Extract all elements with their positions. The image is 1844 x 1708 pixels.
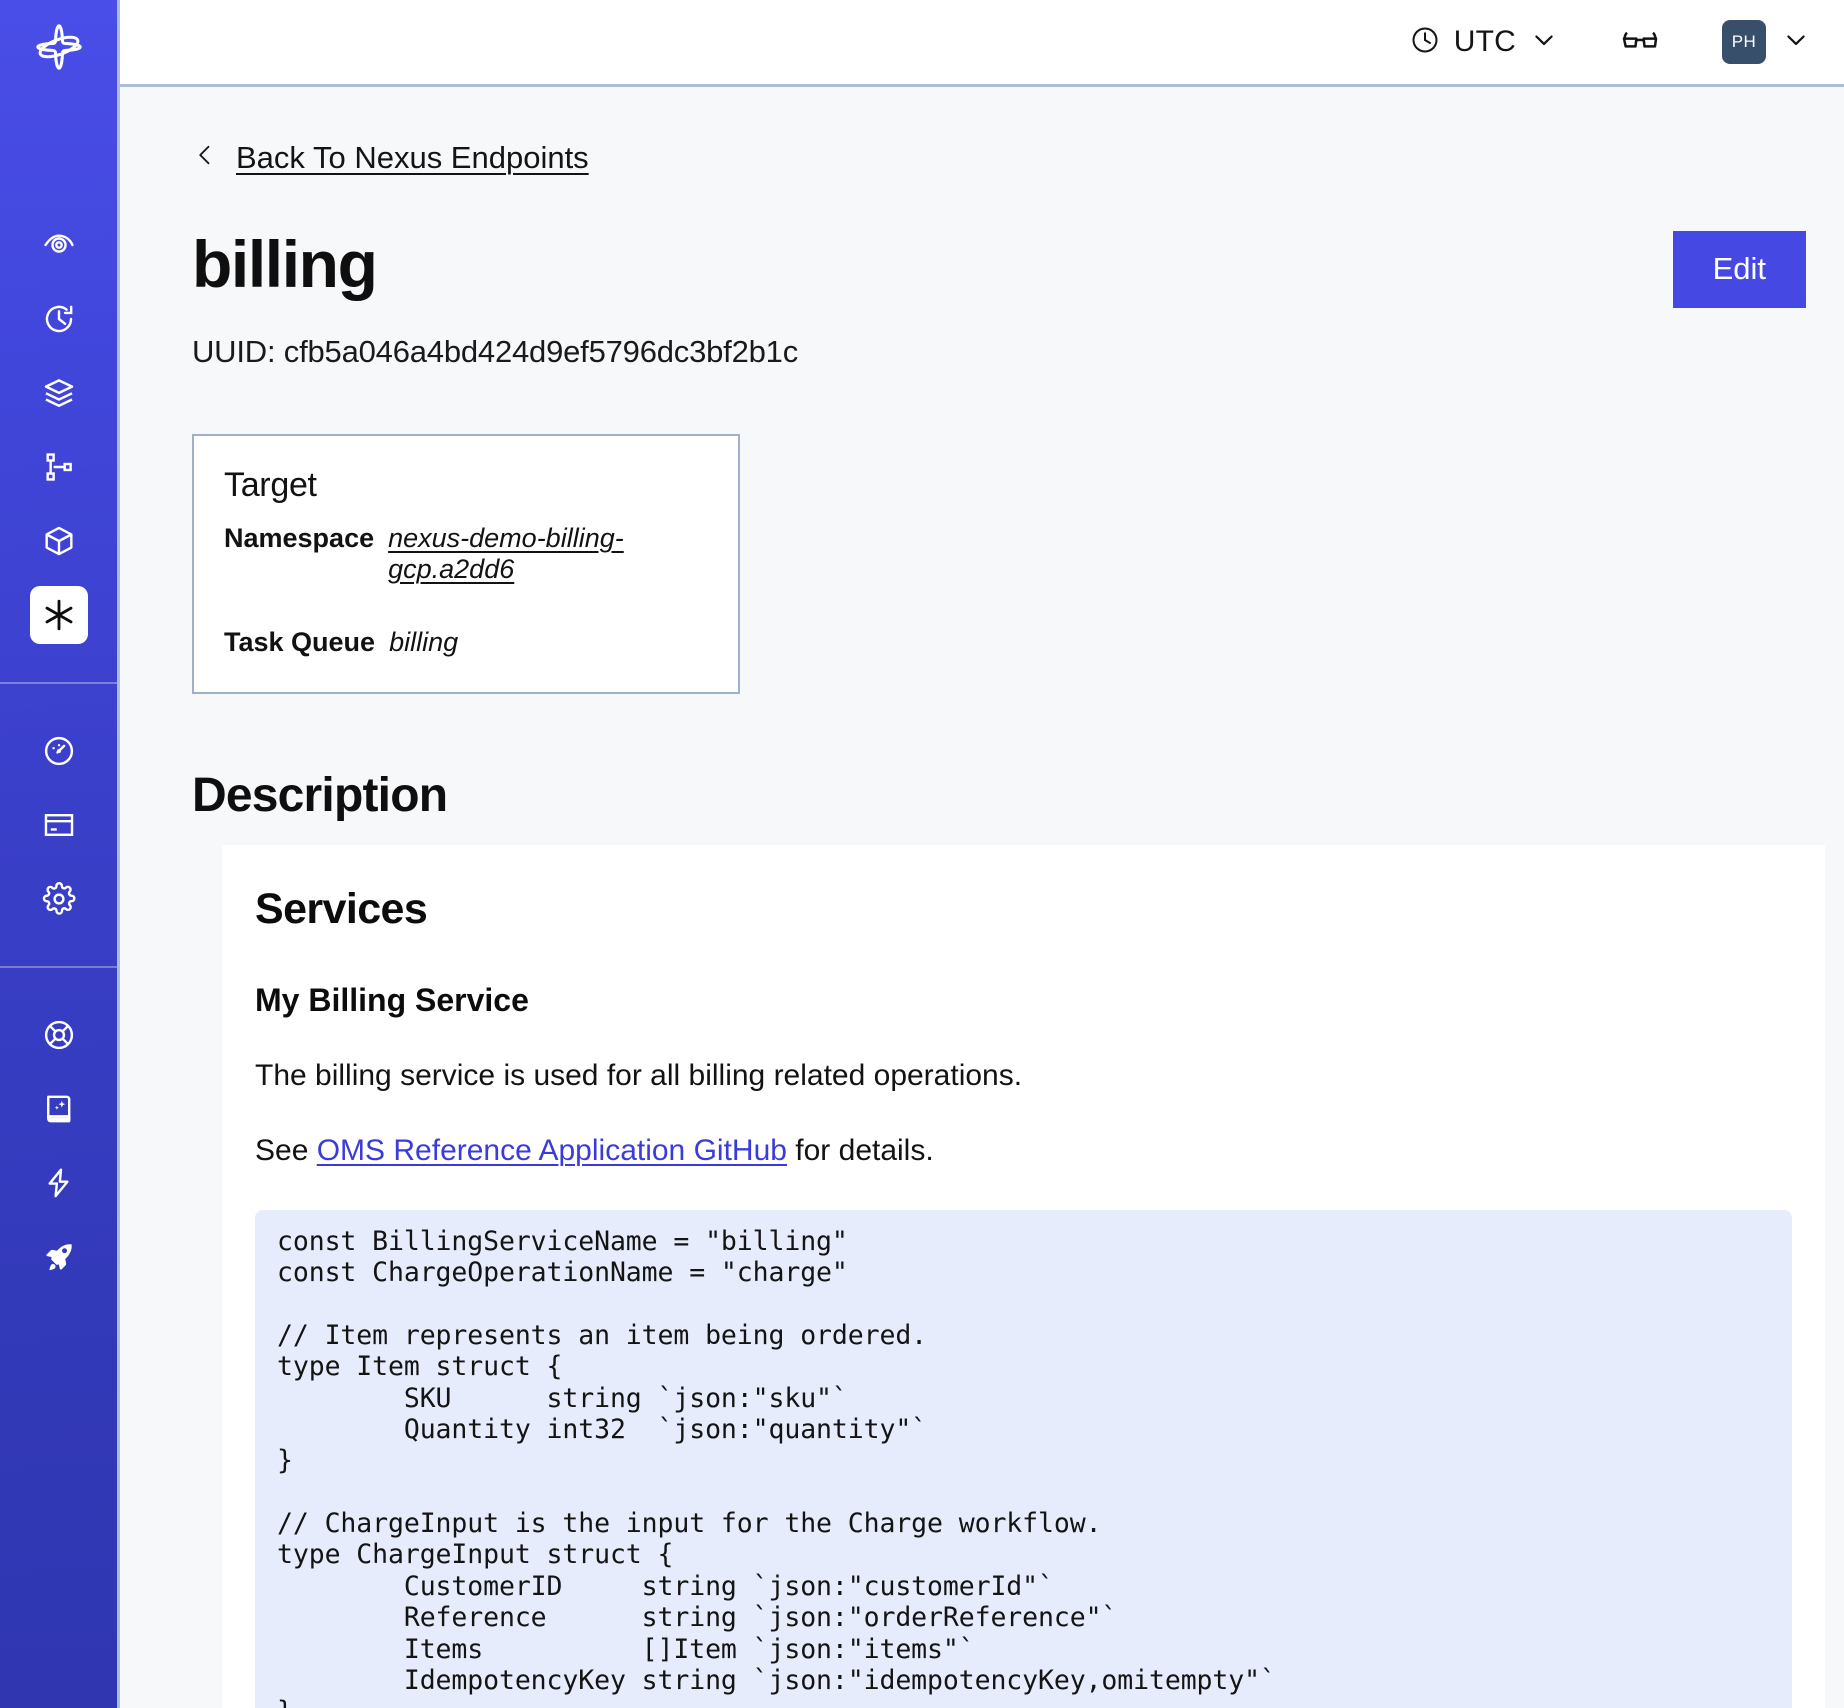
services-heading: Services [255, 884, 428, 933]
docs-book-sparkle-icon [42, 1092, 76, 1126]
sidebar-group-account [0, 684, 117, 966]
page-header-row: billing Edit [192, 231, 1844, 308]
endpoint-uuid: UUID: cfb5a046a4bd424d9ef5796dc3bf2b1c [192, 333, 798, 369]
sidebar-group-help [0, 968, 117, 1294]
description-paragraph: The billing service is used for all bill… [255, 1058, 1023, 1092]
clock-icon [1410, 25, 1440, 60]
sidebar-item-deployments[interactable] [30, 512, 88, 570]
usage-gauge-icon [42, 734, 76, 768]
primary-sidebar [0, 0, 120, 1708]
getting-started-rocket-icon [42, 1240, 76, 1274]
avatar: PH [1722, 20, 1766, 64]
chevron-down-icon [1530, 26, 1558, 59]
right-column: UTC PH [120, 0, 1844, 1708]
reading-glasses-button[interactable] [1620, 20, 1660, 65]
deployments-cube-icon [42, 524, 76, 558]
temporal-logo-icon[interactable] [30, 18, 88, 76]
sidebar-item-task-queues[interactable] [30, 438, 88, 496]
billing-card-icon [42, 808, 76, 842]
sidebar-divider-1 [0, 682, 117, 684]
sidebar-divider-2 [0, 966, 117, 968]
sidebar-item-docs[interactable] [30, 1080, 88, 1138]
sidebar-item-settings[interactable] [30, 870, 88, 928]
timezone-label: UTC [1453, 25, 1516, 58]
sidebar-item-getting-started[interactable] [30, 1228, 88, 1286]
namespace-value-link[interactable]: nexus-demo-billing-gcp.a2dd6 [388, 522, 624, 584]
task-queues-sitemap-icon [42, 450, 76, 484]
namespace-label: Namespace [224, 522, 375, 553]
settings-gear-icon [42, 882, 76, 916]
nexus-asterisk-icon [41, 597, 77, 633]
recent-workflows-icon [42, 228, 76, 262]
description-heading: Description [192, 768, 448, 822]
target-task-queue-row: Task Queue billing [224, 627, 708, 658]
my-billing-service-heading: My Billing Service [255, 981, 529, 1018]
sidebar-item-nexus[interactable] [29, 586, 88, 644]
sidebar-item-whats-new[interactable] [30, 1154, 88, 1212]
sidebar-item-schedules[interactable] [30, 290, 88, 348]
timezone-selector[interactable]: UTC [1410, 25, 1558, 60]
schedules-clock-icon [42, 302, 76, 336]
target-namespace-row: Namespace nexus-demo-billing-gcp.a2dd6 [224, 523, 708, 585]
edit-button[interactable]: Edit [1672, 231, 1806, 308]
reading-glasses-icon [1620, 20, 1660, 65]
content-inner: Back To Nexus Endpoints billing Edit UUI… [120, 138, 1844, 1708]
oms-reference-github-link[interactable]: OMS Reference Application GitHub [316, 1134, 787, 1168]
description-see-line: See OMS Reference Application GitHub for… [255, 1132, 1792, 1170]
target-card: Target Namespace nexus-demo-billing-gcp.… [192, 433, 740, 694]
back-to-nexus-endpoints-link[interactable]: Back To Nexus Endpoints [192, 138, 589, 177]
see-prefix: See [255, 1134, 317, 1168]
changes-lightning-icon [42, 1166, 76, 1200]
chevron-down-icon [1782, 26, 1810, 59]
task-queue-value: billing [389, 626, 459, 657]
chevron-left-icon [192, 138, 218, 177]
sidebar-item-workflows[interactable] [30, 216, 88, 274]
sidebar-item-usage[interactable] [30, 722, 88, 780]
target-heading: Target [224, 465, 317, 504]
see-suffix: for details. [786, 1134, 934, 1168]
support-lifebuoy-icon [42, 1018, 76, 1052]
user-menu[interactable]: PH [1722, 20, 1810, 64]
sidebar-item-billing[interactable] [30, 796, 88, 854]
description-panel: Services My Billing Service The billing … [222, 844, 1825, 1708]
task-queue-label: Task Queue [224, 626, 376, 657]
sidebar-item-batch-operations[interactable] [30, 364, 88, 422]
top-bar: UTC PH [120, 0, 1844, 87]
page-title: billing [192, 227, 378, 301]
sidebar-item-support[interactable] [30, 1006, 88, 1064]
sidebar-group-primary [0, 208, 117, 682]
code-content: const BillingServiceName = "billing" con… [277, 1225, 1276, 1708]
back-link-label: Back To Nexus Endpoints [236, 139, 589, 175]
code-block: const BillingServiceName = "billing" con… [255, 1209, 1792, 1708]
main-content: Back To Nexus Endpoints billing Edit UUI… [120, 87, 1844, 1708]
batch-operations-layers-icon [42, 376, 76, 410]
